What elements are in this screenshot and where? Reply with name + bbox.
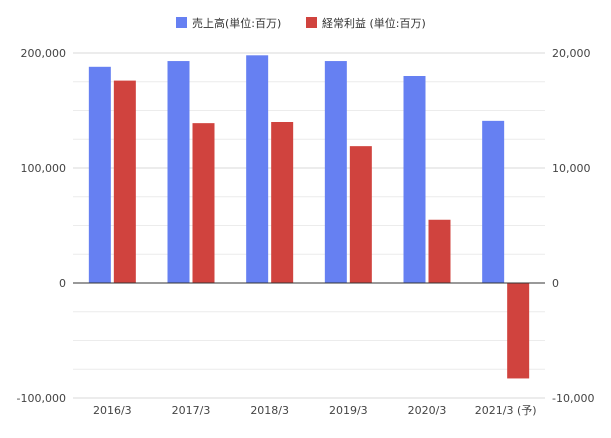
bar-sales-4 xyxy=(403,76,426,283)
legend-label: 経常利益 (単位:百万) xyxy=(322,16,426,30)
bar-ordinary-profit-0 xyxy=(113,80,136,283)
x-tick-label: 2019/3 xyxy=(329,404,368,417)
y-left-tick-label: 200,000 xyxy=(21,47,67,60)
bar-ordinary-profit-1 xyxy=(192,123,215,284)
bar-sales-5 xyxy=(482,120,505,283)
y-right-tick-label: 0 xyxy=(552,277,559,290)
y-right-tick-label: -10,000 xyxy=(552,392,594,405)
bar-ordinary-profit-3 xyxy=(349,146,372,283)
grid-lines xyxy=(73,52,545,399)
x-tick-label: 2018/3 xyxy=(250,404,289,417)
y-left-tick-label: 0 xyxy=(59,277,66,290)
legend-swatch xyxy=(306,17,317,28)
axes: 2016/3 2017/3 2018/3 2019/3 2020/3 2021/3 (予)… xyxy=(17,47,595,417)
x-tick-label: 2016/3 xyxy=(93,404,132,417)
legend-label: 売上高(単位:百万) xyxy=(192,16,281,30)
bar-sales-3 xyxy=(324,61,347,283)
bar-sales-1 xyxy=(167,61,190,283)
x-tick-label: 2021/3 (予) xyxy=(475,404,537,417)
x-tick-label: 2020/3 xyxy=(408,404,447,417)
y-right-tick-label: 20,000 xyxy=(552,47,591,60)
y-right-tick-label: 10,000 xyxy=(552,162,591,175)
y-left-tick-label: -100,000 xyxy=(17,392,66,405)
bar-ordinary-profit-5 xyxy=(507,283,530,379)
bars xyxy=(88,55,530,379)
bar-sales-2 xyxy=(246,55,269,283)
bar-sales-0 xyxy=(88,66,111,283)
y-left-tick-label: 100,000 xyxy=(21,162,67,175)
x-tick-label: 2017/3 xyxy=(172,404,211,417)
legend-swatch xyxy=(176,17,187,28)
bar-ordinary-profit-4 xyxy=(428,219,451,283)
bar-ordinary-profit-2 xyxy=(271,122,294,283)
legend: 売上高(単位:百万) 経常利益 (単位:百万) xyxy=(176,16,426,30)
